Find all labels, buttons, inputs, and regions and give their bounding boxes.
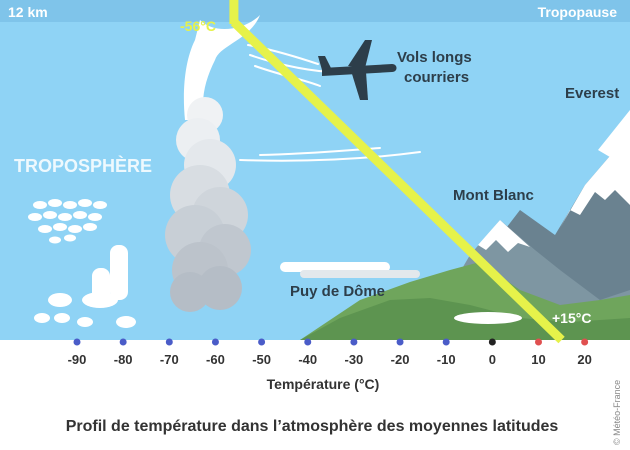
tick-label: -70	[160, 352, 179, 367]
tick-dot	[396, 338, 404, 346]
flights-label-line1: Vols longs	[397, 49, 472, 66]
tick-dot	[350, 338, 358, 346]
tick-dot	[258, 338, 266, 346]
credit: © Météo-France	[612, 380, 622, 445]
tick-label: 0	[489, 352, 496, 367]
tick-label: -90	[68, 352, 87, 367]
mont-blanc-snow	[478, 220, 530, 252]
altitude-label: 12 km	[8, 4, 48, 20]
airplane-icon	[318, 40, 397, 100]
stratus-clouds	[280, 262, 420, 278]
bottom-temperature-label: +15°C	[552, 310, 591, 326]
temperature-profile-line	[230, 18, 565, 344]
tick-label: 10	[531, 352, 545, 367]
everest-snow	[560, 150, 630, 228]
tick-label: -50	[252, 352, 271, 367]
tick-dot	[304, 338, 312, 346]
figure-caption: Profil de température dans l’atmosphère …	[66, 418, 559, 435]
tick-label: -10	[437, 352, 456, 367]
top-temperature-label: -56°C	[180, 18, 216, 34]
tick-dot	[535, 338, 542, 346]
tick-label: -80	[114, 352, 133, 367]
cumulonimbus-cloud	[165, 15, 260, 312]
temperature-axis: -90 -80 -70 -60 -50 -40 -30 -20 -10 0 10 20	[68, 338, 592, 367]
tick-dot	[442, 338, 450, 346]
lake	[454, 312, 522, 324]
tick-label: -30	[345, 352, 364, 367]
everest-label: Everest	[565, 85, 619, 102]
tick-dot	[211, 338, 219, 346]
tick-dot	[119, 338, 127, 346]
flights-label-line2: courriers	[404, 69, 469, 86]
axis-title: Température (°C)	[267, 376, 380, 392]
mont-blanc-label: Mont Blanc	[453, 187, 534, 204]
troposphere-label: TROPOSPHÈRE	[14, 155, 152, 176]
tick-label: -20	[391, 352, 410, 367]
tick-dot	[488, 338, 496, 346]
tropopause-band	[0, 0, 630, 22]
cirrocumulus-clouds	[28, 199, 107, 244]
cumulus-clouds	[34, 245, 136, 328]
tick-dot	[581, 338, 589, 346]
tick-label: -60	[206, 352, 225, 367]
tick-label: -40	[298, 352, 317, 367]
tick-dot	[165, 338, 173, 346]
everest-snow-right	[598, 110, 630, 175]
tick-label: 20	[577, 352, 591, 367]
puy-de-dome-label: Puy de Dôme	[290, 283, 385, 300]
tick-dot	[73, 338, 81, 346]
tropopause-label: Tropopause	[538, 4, 618, 20]
